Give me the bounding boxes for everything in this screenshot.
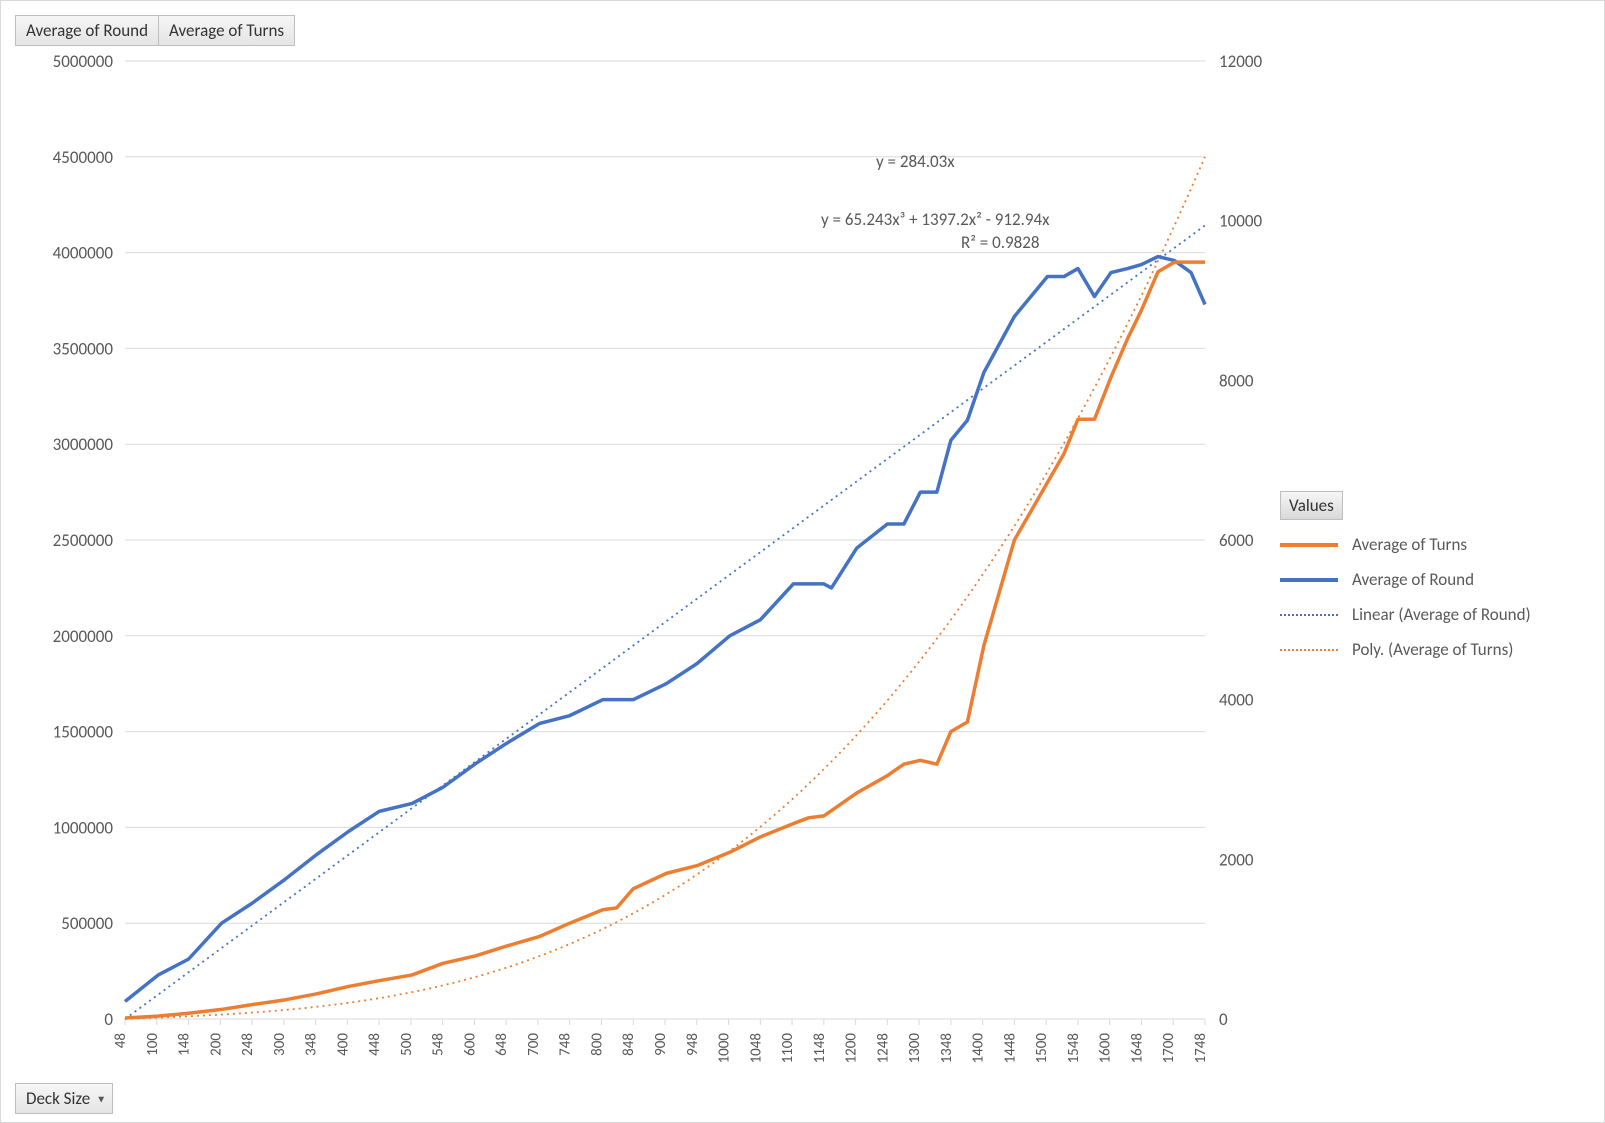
legend-swatch — [1280, 614, 1338, 616]
filter-row-top: Average of Round Average of Turns — [15, 15, 295, 46]
legend-swatch — [1280, 578, 1338, 582]
svg-text:1700: 1700 — [1160, 1033, 1178, 1064]
svg-text:0: 0 — [104, 1009, 113, 1030]
svg-text:700: 700 — [525, 1033, 543, 1056]
svg-text:148: 148 — [176, 1033, 194, 1056]
svg-text:1500000: 1500000 — [53, 722, 114, 743]
annotation-linear-eq: y = 284.03x — [876, 151, 955, 172]
filter-avg-round[interactable]: Average of Round — [15, 15, 159, 46]
svg-text:1248: 1248 — [874, 1033, 892, 1063]
svg-text:400: 400 — [334, 1033, 352, 1056]
legend-title[interactable]: Values — [1280, 491, 1343, 520]
filter-deck-size-label: Deck Size — [26, 1088, 90, 1109]
filter-avg-turns[interactable]: Average of Turns — [159, 15, 295, 46]
legend-label: Poly. (Average of Turns) — [1352, 639, 1513, 660]
svg-text:5000000: 5000000 — [53, 51, 114, 72]
svg-text:3000000: 3000000 — [53, 434, 114, 455]
svg-text:1048: 1048 — [747, 1033, 765, 1063]
svg-text:3500000: 3500000 — [53, 338, 114, 359]
legend-swatch — [1280, 649, 1338, 651]
svg-text:1400: 1400 — [970, 1033, 988, 1064]
svg-text:200: 200 — [207, 1033, 225, 1056]
svg-text:100: 100 — [144, 1033, 162, 1056]
chart-svg: 0 500000 1000000 1500000 2000000 2500000 30000… — [15, 49, 1275, 1084]
svg-text:600: 600 — [461, 1033, 479, 1056]
legend: Values Average of Turns Average of Round L… — [1280, 491, 1590, 674]
svg-text:548: 548 — [430, 1033, 448, 1056]
svg-text:1348: 1348 — [938, 1033, 956, 1063]
legend-swatch — [1280, 543, 1338, 547]
svg-text:1300: 1300 — [906, 1033, 924, 1064]
svg-text:6000: 6000 — [1219, 530, 1254, 551]
svg-text:2000: 2000 — [1219, 849, 1254, 870]
svg-text:2000000: 2000000 — [53, 626, 114, 647]
svg-text:948: 948 — [684, 1033, 702, 1056]
svg-text:500000: 500000 — [61, 913, 113, 934]
svg-text:1100: 1100 — [779, 1033, 797, 1064]
svg-text:500: 500 — [398, 1033, 416, 1056]
svg-text:800: 800 — [588, 1033, 606, 1056]
svg-text:1448: 1448 — [1001, 1033, 1019, 1063]
svg-text:8000: 8000 — [1219, 370, 1254, 391]
svg-text:348: 348 — [303, 1033, 321, 1056]
legend-items: Average of Turns Average of Round Linear (… — [1280, 534, 1590, 660]
filter-deck-size[interactable]: Deck Size ▼ — [15, 1083, 113, 1114]
legend-item[interactable]: Poly. (Average of Turns) — [1280, 639, 1590, 660]
svg-text:1200: 1200 — [843, 1033, 861, 1064]
chart-frame: Average of Round Average of Turns 050000… — [0, 0, 1605, 1123]
svg-text:12000: 12000 — [1219, 51, 1262, 72]
legend-label: Average of Turns — [1352, 534, 1467, 555]
svg-text:648: 648 — [493, 1033, 511, 1056]
svg-text:0: 0 — [1219, 1009, 1228, 1030]
svg-text:1148: 1148 — [811, 1033, 829, 1063]
svg-text:1500: 1500 — [1033, 1033, 1051, 1064]
svg-text:1548: 1548 — [1065, 1033, 1083, 1063]
svg-text:300: 300 — [271, 1033, 289, 1056]
svg-text:48: 48 — [112, 1033, 130, 1048]
svg-text:1000000: 1000000 — [53, 817, 114, 838]
svg-text:4000: 4000 — [1219, 690, 1254, 711]
svg-text:848: 848 — [620, 1033, 638, 1056]
filter-row-bottom: Deck Size ▼ — [15, 1083, 113, 1114]
svg-text:748: 748 — [557, 1033, 575, 1056]
svg-text:4500000: 4500000 — [53, 147, 114, 168]
svg-text:10000: 10000 — [1219, 211, 1262, 232]
svg-text:1600: 1600 — [1097, 1033, 1115, 1064]
svg-text:448: 448 — [366, 1033, 384, 1056]
svg-text:248: 248 — [239, 1033, 257, 1056]
svg-text:2500000: 2500000 — [53, 530, 114, 551]
legend-item[interactable]: Linear (Average of Round) — [1280, 604, 1590, 625]
svg-text:4000000: 4000000 — [53, 243, 114, 264]
svg-text:1748: 1748 — [1192, 1033, 1210, 1063]
svg-text:1648: 1648 — [1128, 1033, 1146, 1063]
svg-text:1000: 1000 — [716, 1033, 734, 1064]
legend-item[interactable]: Average of Round — [1280, 569, 1590, 590]
legend-label: Linear (Average of Round) — [1352, 604, 1531, 625]
annotation-poly-eq: y = 65.243x³ + 1397.2x² - 912.94x — [821, 209, 1050, 230]
svg-text:900: 900 — [652, 1033, 670, 1056]
legend-item[interactable]: Average of Turns — [1280, 534, 1590, 555]
annotation-poly-r2: R² = 0.9828 — [961, 232, 1039, 253]
chevron-down-icon: ▼ — [96, 1092, 106, 1105]
legend-label: Average of Round — [1352, 569, 1474, 590]
